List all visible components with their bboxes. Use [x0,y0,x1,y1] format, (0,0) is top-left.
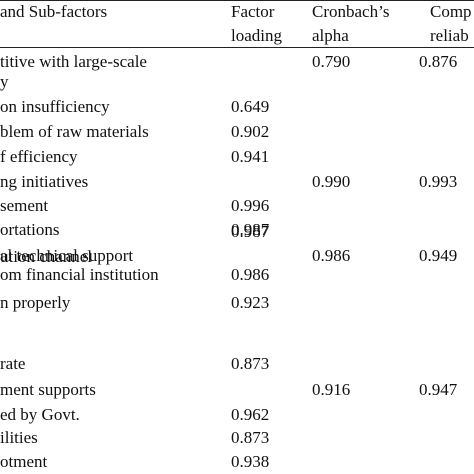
row-loading: 0.962 [231,405,270,424]
row-loading: 0.873 [231,428,270,447]
row-factor: ng initiatives [0,172,89,191]
row-factor: rate [0,354,26,373]
header-cr-line2: reliab [430,26,469,45]
top-rule [0,0,474,1]
row-factor: ment supports [0,380,96,399]
row-loading: 0.873 [231,354,270,373]
row-factor: ution channel [0,247,93,266]
header-cr-line1: Comp [430,2,472,21]
row-alpha: 0.986 [312,246,351,265]
row-cr: 0.947 [419,380,458,399]
row-factor: ortations [0,220,60,239]
row-factor: otment [0,452,48,471]
row-loading: 0.902 [231,122,270,141]
header-alpha-line2: alpha [312,26,349,45]
row-factor: f efficiency [0,147,78,166]
header-loading-line2: loading [231,26,282,45]
row-factor: al technical support [0,246,134,265]
row-loading: 0.987 [231,222,270,241]
row-alpha: 0.790 [312,52,351,71]
row-loading: 0.941 [231,147,270,166]
row-loading: 0.987 [231,220,270,239]
row-loading: 0.649 [231,97,270,116]
row-loading: 0.986 [231,265,270,284]
row-cr: 0.876 [419,52,458,71]
row-loading: 0.923 [231,293,270,312]
header-alpha-line1: Cronbach’s [312,2,390,21]
row-cr: 0.993 [419,172,458,191]
row-alpha: 0.990 [312,172,351,191]
row-factor: y [0,72,9,91]
row-factor: n properly [0,293,71,312]
row-loading: 0.938 [231,452,270,471]
row-factor: titive with large-scale [0,52,147,71]
row-factor: blem of raw materials [0,122,149,141]
row-factor: ed by Govt. [0,405,80,424]
row-factor: ilities [0,428,38,447]
row-cr: 0.949 [419,246,458,265]
row-alpha: 0.916 [312,380,351,399]
header-factors: and Sub-factors [0,2,108,21]
row-loading: 0.996 [231,196,270,215]
header-rule [0,47,474,48]
row-factor: sement [0,196,49,215]
row-factor: on insufficiency [0,97,110,116]
row-factor: om financial institution [0,265,159,284]
header-loading-line1: Factor [231,2,275,21]
